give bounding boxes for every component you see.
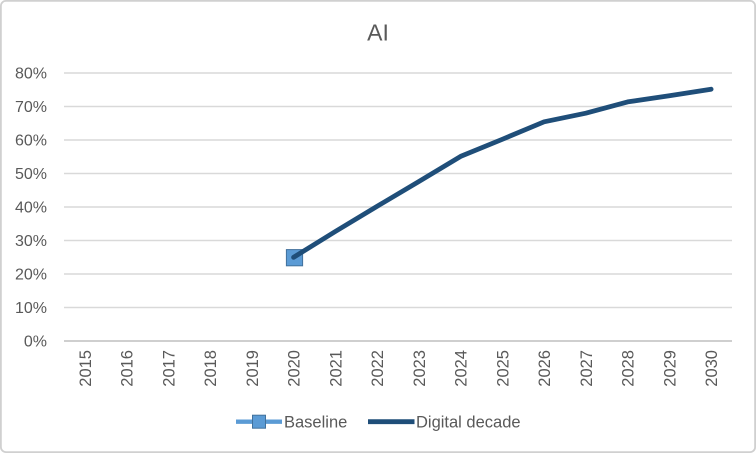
svg-text:50%: 50%	[15, 166, 47, 183]
svg-text:30%: 30%	[15, 233, 47, 250]
svg-text:2029: 2029	[661, 350, 679, 387]
svg-text:2015: 2015	[77, 350, 95, 387]
svg-text:2021: 2021	[327, 350, 345, 387]
svg-text:2026: 2026	[536, 350, 554, 387]
svg-text:20%: 20%	[15, 267, 47, 284]
svg-text:2023: 2023	[411, 350, 429, 387]
svg-text:2030: 2030	[703, 350, 721, 387]
svg-text:80%: 80%	[15, 66, 47, 83]
svg-text:2028: 2028	[620, 350, 638, 387]
svg-text:40%: 40%	[15, 200, 47, 217]
svg-text:2027: 2027	[578, 350, 596, 387]
svg-text:2024: 2024	[453, 350, 471, 387]
svg-text:2019: 2019	[244, 350, 262, 387]
svg-text:2025: 2025	[494, 350, 512, 387]
svg-text:2017: 2017	[160, 350, 178, 387]
svg-text:Baseline: Baseline	[284, 414, 347, 432]
svg-text:2018: 2018	[202, 350, 220, 387]
svg-text:2016: 2016	[119, 350, 137, 387]
svg-text:2020: 2020	[286, 350, 304, 387]
svg-text:10%: 10%	[15, 300, 47, 317]
svg-text:Digital decade: Digital decade	[416, 414, 521, 432]
svg-text:0%: 0%	[24, 334, 47, 351]
svg-text:AI: AI	[367, 20, 389, 46]
svg-text:2022: 2022	[369, 350, 387, 387]
svg-text:60%: 60%	[15, 133, 47, 150]
svg-text:70%: 70%	[15, 99, 47, 116]
